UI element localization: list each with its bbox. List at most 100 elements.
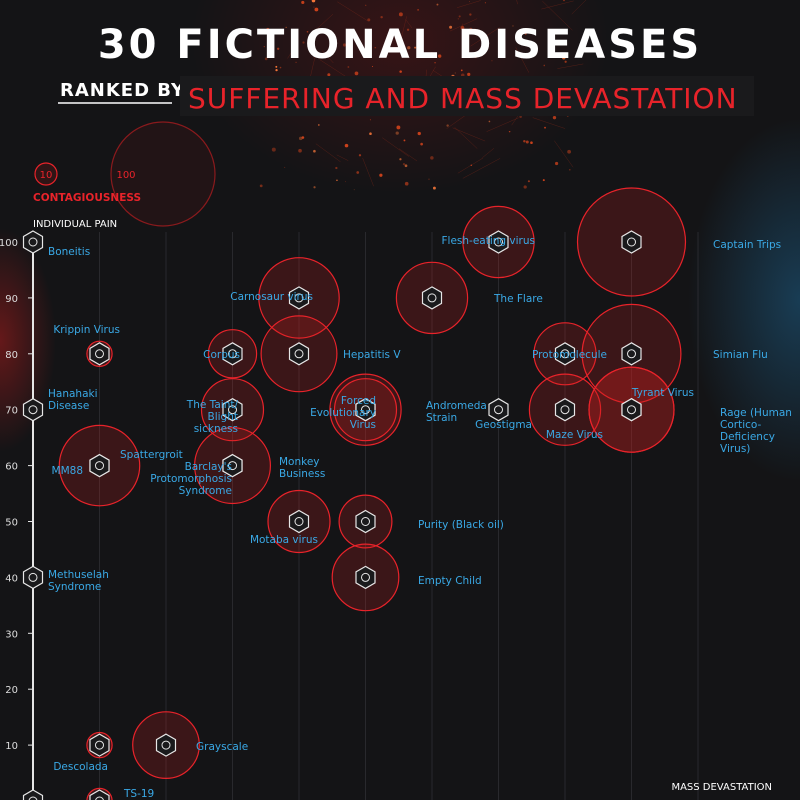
star-dot (563, 0, 565, 2)
disease-icon (89, 733, 110, 757)
star-line (462, 158, 501, 179)
star-dot (285, 26, 287, 28)
point-label: The Taint/Blight sickness (186, 399, 239, 435)
disease-icon (355, 509, 376, 534)
y-tick-label: 20 (5, 685, 18, 696)
star-line (310, 52, 317, 77)
star-dot (282, 30, 284, 32)
star-dot (543, 64, 546, 67)
gridlines (99, 232, 699, 800)
star-dot (369, 119, 371, 121)
disease-icon (488, 398, 509, 422)
star-dot (458, 15, 461, 18)
star-dot (428, 178, 430, 180)
star-dot (379, 173, 383, 177)
star-dot (266, 27, 270, 31)
point-label: Hanahaki Disease (48, 388, 98, 412)
disease-icon-glyph (228, 349, 237, 359)
ranked-by-label: RANKED BY (60, 80, 185, 101)
star-dot (454, 72, 456, 74)
star-dot (279, 66, 282, 69)
disease-icon-glyph (28, 237, 38, 247)
point-label: TS-19 (123, 788, 154, 800)
star-line (454, 127, 478, 149)
bubbles-layer (58, 187, 687, 800)
star-line (336, 154, 349, 161)
star-dot (276, 47, 280, 50)
star-dot (433, 186, 436, 190)
star-line (399, 16, 407, 47)
disease-icon (355, 565, 376, 590)
star-dot (449, 25, 453, 29)
x-axis-label: MASS DEVASTATION (671, 782, 772, 793)
star-dot (527, 180, 530, 183)
star-dot (542, 179, 545, 182)
star-dot (484, 2, 487, 4)
disease-icon (288, 342, 310, 366)
star-dot (301, 136, 305, 139)
point-label: Maze Virus (546, 429, 603, 441)
star-dot (302, 41, 305, 44)
star-dot (404, 181, 409, 186)
star-dot (301, 0, 305, 5)
point-label: Monkey Business (279, 456, 325, 480)
star-dot (399, 158, 402, 161)
star-dot (306, 30, 309, 33)
point-label: Andromeda Strain (426, 400, 487, 424)
star-dot (388, 41, 391, 44)
star-dot (430, 156, 434, 160)
point-label: Corpus (203, 349, 240, 361)
star-line (405, 19, 413, 29)
disease-icon (222, 398, 243, 422)
point-label: Krippin Virus (53, 324, 120, 336)
star-dot (395, 131, 399, 135)
disease-icon (222, 453, 243, 478)
star-dot (457, 18, 459, 20)
y-tick-label: 70 (5, 406, 18, 417)
star-dot (417, 131, 421, 136)
subtitle-box (180, 76, 754, 116)
star-dot (525, 140, 529, 144)
star-dot (552, 115, 557, 120)
star-dot (406, 28, 410, 31)
star-line (554, 140, 574, 168)
disease-icon-glyph (560, 405, 570, 415)
point-label: Purity (Black oil) (418, 519, 504, 531)
star-dot (347, 66, 350, 68)
star-line (541, 0, 574, 10)
point-label: Barclay's Protomorphosis Syndrome (150, 461, 232, 497)
disease-icon-glyph (494, 237, 503, 247)
star-dot (396, 125, 401, 130)
star-dot (354, 71, 359, 76)
star-dot (372, 65, 374, 68)
disease-icon-glyph (95, 740, 104, 750)
star-dot (314, 7, 319, 12)
star-line (321, 50, 334, 64)
disease-icon (621, 342, 642, 366)
star-dot (358, 154, 362, 157)
disease-icon-glyph (294, 293, 304, 303)
star-dot (398, 12, 403, 17)
disease-icon-glyph (28, 405, 38, 415)
disease-icon-glyph (95, 796, 104, 800)
star-dot (564, 60, 567, 63)
star-line (449, 18, 478, 32)
star-dot (417, 9, 419, 11)
star-dot (512, 25, 514, 27)
y-tick-label: 40 (5, 573, 18, 584)
point-label: Hepatitis V (343, 349, 401, 361)
star-dot (403, 139, 406, 142)
disease-icon-glyph (95, 461, 104, 471)
star-line (557, 63, 584, 69)
star-dot (402, 163, 406, 166)
star-dot (460, 69, 463, 72)
page-title: 30 FICTIONAL DISEASES (98, 22, 702, 68)
star-dot (436, 3, 439, 6)
disease-icon (222, 342, 243, 366)
y-tick-label: 90 (5, 294, 18, 305)
legend-small-label: 10 (40, 170, 53, 181)
point-label: Empty Child (418, 575, 482, 587)
star-dot (335, 166, 338, 170)
star-dot (342, 43, 347, 47)
